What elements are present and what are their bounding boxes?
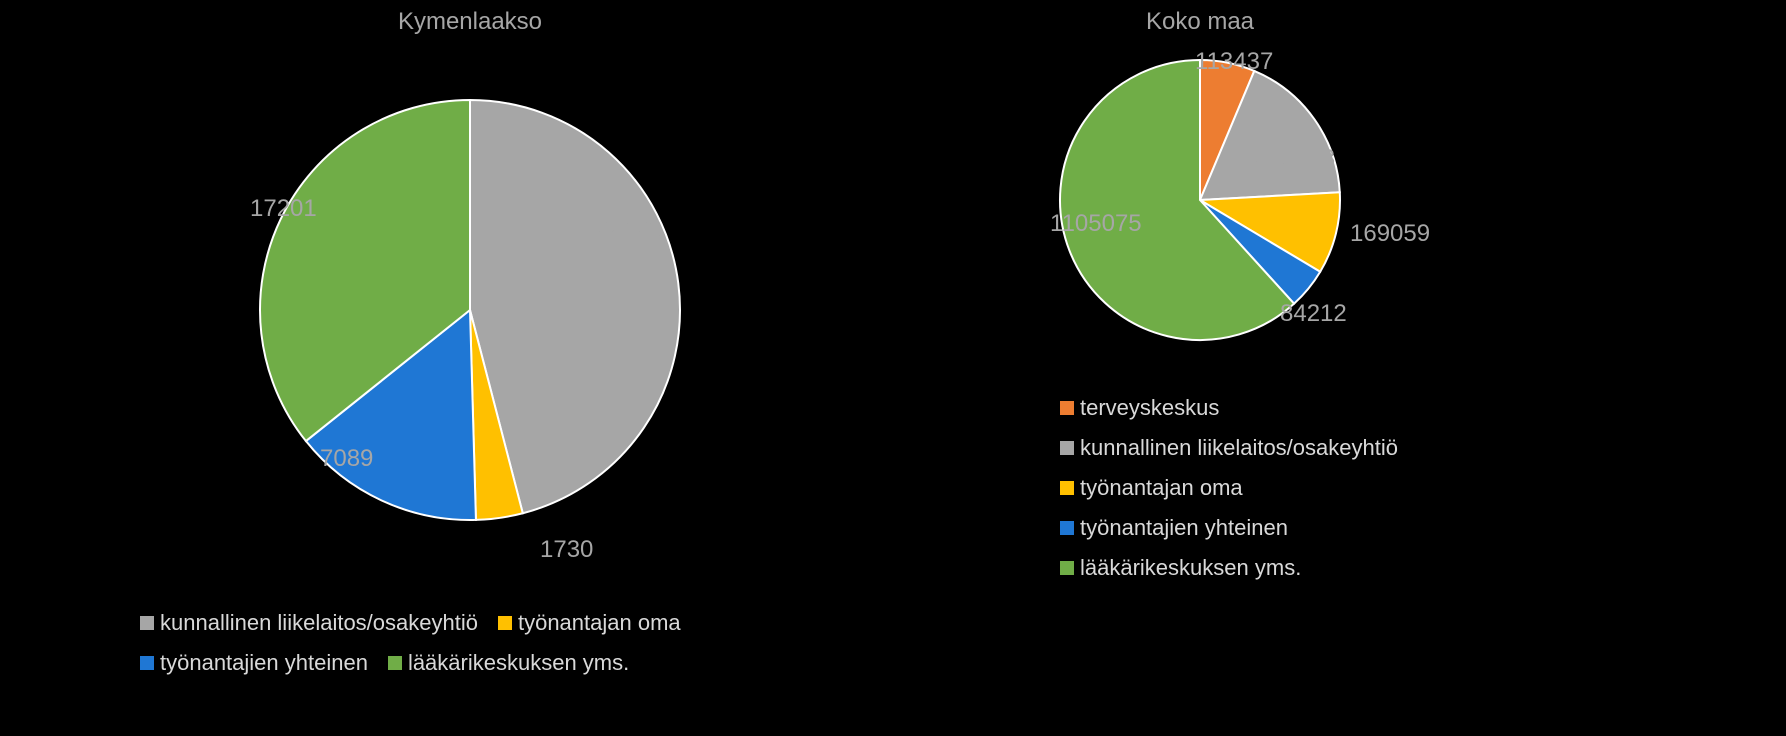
legend-swatch [1060, 481, 1074, 495]
right-legend: terveyskeskus kunnallinen liikelaitos/osa… [1060, 395, 1560, 581]
legend-swatch [140, 616, 154, 630]
legend-item: työnantajan oma [498, 610, 681, 636]
left-legend: kunnallinen liikelaitos/osakeyhtiö työnan… [140, 610, 840, 690]
data-label-yhteinen: 84212 [1280, 300, 1347, 328]
legend-label: kunnallinen liikelaitos/osakeyhtiö [1080, 435, 1398, 461]
legend-swatch [1060, 441, 1074, 455]
legend-item: työnantajien yhteinen [1060, 515, 1540, 541]
data-label-tyonantajan: 1730 [540, 536, 593, 564]
chart-container: Kymenlaakso Koko maa 221261730708917201 … [0, 0, 1786, 736]
data-label-laakarikeskus: 1105075 [1050, 210, 1142, 238]
legend-label: työnantajien yhteinen [160, 650, 368, 676]
legend-item: lääkärikeskuksen yms. [388, 650, 629, 676]
legend-swatch [1060, 521, 1074, 535]
data-label-tyonantajan: 169059 [1350, 220, 1430, 248]
legend-item: kunnallinen liikelaitos/osakeyhtiö [140, 610, 478, 636]
legend-swatch [1060, 401, 1074, 415]
data-label-yhteinen: 7089 [320, 445, 373, 473]
legend-item: lääkärikeskuksen yms. [1060, 555, 1540, 581]
data-label-laakarikeskus: 17201 [250, 195, 317, 223]
data-label-kunnallinen: 318413 [1255, 145, 1335, 173]
data-label-kunnallinen: 22126 [595, 216, 662, 244]
legend-item: terveyskeskus [1060, 395, 1540, 421]
legend-swatch [388, 656, 402, 670]
legend-label: lääkärikeskuksen yms. [1080, 555, 1301, 581]
legend-item: työnantajien yhteinen [140, 650, 368, 676]
legend-label: lääkärikeskuksen yms. [408, 650, 629, 676]
legend-label: työnantajien yhteinen [1080, 515, 1288, 541]
legend-swatch [1060, 561, 1074, 575]
legend-label: työnantajan oma [1080, 475, 1243, 501]
legend-item: työnantajan oma [1060, 475, 1540, 501]
data-label-terveyskeskus: 113437 [1195, 48, 1273, 76]
legend-label: työnantajan oma [518, 610, 681, 636]
legend-swatch [140, 656, 154, 670]
legend-swatch [498, 616, 512, 630]
legend-item: kunnallinen liikelaitos/osakeyhtiö [1060, 435, 1540, 461]
legend-label: kunnallinen liikelaitos/osakeyhtiö [160, 610, 478, 636]
legend-label: terveyskeskus [1080, 395, 1219, 421]
